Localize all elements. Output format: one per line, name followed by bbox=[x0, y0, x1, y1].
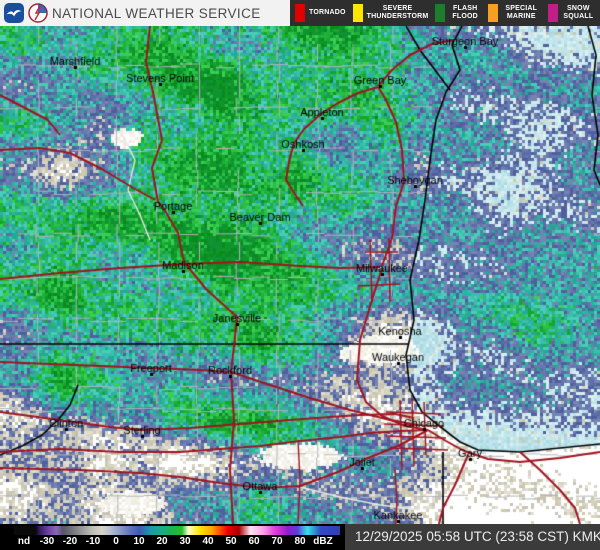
status-bar: 12/29/2025 05:58 UTC (23:58 CST) KMKX bbox=[345, 524, 600, 550]
legend-label: SNOW SQUALL bbox=[563, 4, 594, 20]
scale-tick-label: -20 bbox=[62, 536, 78, 547]
legend-swatch bbox=[547, 4, 558, 22]
scale-tick-label: 20 bbox=[156, 536, 168, 547]
legend-swatch bbox=[487, 4, 498, 22]
legend-swatch bbox=[435, 4, 446, 22]
app-title[interactable]: NATIONAL WEATHER SERVICE bbox=[52, 5, 261, 21]
legend-label: SEVERE THUNDERSTORM bbox=[366, 4, 429, 20]
legend-swatch bbox=[352, 4, 363, 22]
warning-legend: TORNADO SEVERE THUNDERSTORM FLASH FLOOD SPE… bbox=[290, 0, 600, 26]
scale-tick-label: nd bbox=[17, 536, 31, 547]
legend-item-flash-flood: FLASH FLOOD bbox=[435, 4, 480, 22]
scale-tick-label: 50 bbox=[225, 536, 237, 547]
bottom-bar: nd -30 -20 -10 0 10 20 30 40 50 60 70 80 dBZ 12/29/20… bbox=[0, 524, 600, 550]
nws-seal-logo[interactable] bbox=[28, 3, 48, 23]
scale-tick-label: 40 bbox=[202, 536, 214, 547]
scale-tick-label: 80 bbox=[294, 536, 306, 547]
legend-item-severe-thunderstorm: SEVERE THUNDERSTORM bbox=[352, 4, 429, 22]
legend-swatch bbox=[295, 4, 305, 22]
scale-tick-label: 10 bbox=[133, 536, 145, 547]
legend-label: TORNADO bbox=[309, 8, 346, 16]
timestamp-text: 12/29/2025 05:58 UTC (23:58 CST) KMKX bbox=[355, 529, 600, 544]
legend-item-snow-squall: SNOW SQUALL bbox=[547, 4, 595, 22]
scale-tick-label: -10 bbox=[85, 536, 101, 547]
noaa-logo[interactable] bbox=[4, 3, 24, 23]
header-bar: NATIONAL WEATHER SERVICE TORNADO SEVERE T… bbox=[0, 0, 600, 26]
scale-tick-label: 30 bbox=[179, 536, 191, 547]
scale-tick-label: dBZ bbox=[313, 536, 333, 547]
legend-label: SPECIAL MARINE bbox=[505, 4, 538, 20]
scale-tick-label: -30 bbox=[39, 536, 55, 547]
header-branding[interactable]: NATIONAL WEATHER SERVICE bbox=[0, 0, 290, 26]
reflectivity-scale: nd -30 -20 -10 0 10 20 30 40 50 60 70 80 dBZ bbox=[0, 524, 345, 550]
legend-item-tornado: TORNADO bbox=[295, 4, 346, 22]
legend-item-special-marine: SPECIAL MARINE bbox=[487, 4, 541, 22]
scale-tick-label: 0 bbox=[113, 536, 119, 547]
scale-tick-label: 60 bbox=[248, 536, 260, 547]
radar-map[interactable] bbox=[0, 26, 600, 524]
reflectivity-color-strip bbox=[14, 526, 340, 535]
legend-label: FLASH FLOOD bbox=[452, 4, 478, 20]
scale-tick-label: 70 bbox=[271, 536, 283, 547]
